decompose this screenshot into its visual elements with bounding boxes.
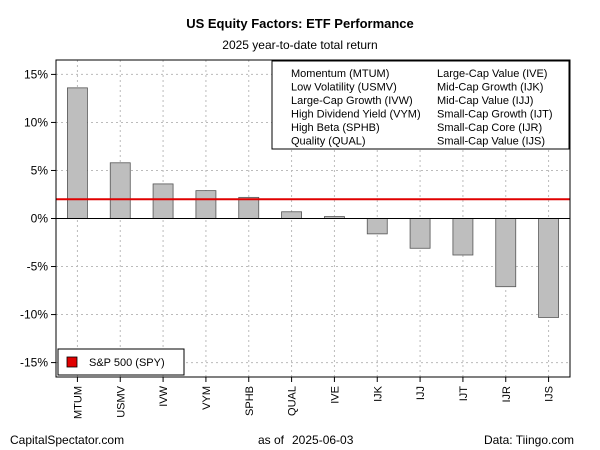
bar-ivw [152,183,174,219]
x-tick-label: IVE [329,386,341,404]
footer-data-credit: Data: Tiingo.com [484,433,574,447]
benchmark-legend: S&P 500 (SPY) [57,348,185,376]
legend-frame [271,60,570,150]
x-tick-label: IVW [158,385,170,406]
x-tick-label: USMV [115,385,127,417]
chart-title: US Equity Factors: ETF Performance [186,16,414,31]
y-tick-label: -10% [20,308,48,322]
bar-ijr [495,218,517,288]
benchmark-legend-label: S&P 500 (SPY) [89,357,165,369]
legend-entry: Large-Cap Growth (IVW) [291,95,413,107]
x-tick-label: IJK [372,385,384,402]
legend-entry: High Dividend Yield (VYM) [291,109,421,121]
y-tick-label: 15% [24,67,48,81]
bar-ijs [538,218,559,318]
x-tick-label: SPHB [244,386,256,416]
legend-entry: Quality (QUAL) [291,136,366,148]
footer-date: 2025-06-03 [292,433,354,447]
legend-entry: Mid-Cap Growth (IJK) [437,82,543,94]
legend-entry: Mid-Cap Value (IJJ) [437,95,533,107]
bar-ijk [366,218,388,235]
legend-entry: Large-Cap Value (IVE) [437,68,547,80]
x-tick-label: VYM [201,386,213,410]
benchmark-legend-frame [57,348,185,376]
x-tick-label: MTUM [72,386,84,419]
legend-entry: Small-Cap Core (IJR) [437,122,542,134]
bar-usmv [109,162,131,219]
y-tick-label: 10% [24,115,48,129]
legend-entry: High Beta (SPHB) [291,122,380,134]
legend-entry: Small-Cap Value (IJS) [437,136,545,148]
bar-ijj [409,218,431,249]
bar-sphb [238,196,260,219]
legend-entry: Small-Cap Growth (IJT) [437,109,553,121]
legend-entry: Momentum (MTUM) [291,68,389,80]
axes: -15% -10% -5% 0% 5% 10% 15% MTUM USMV IVW VYM SPHB Q… [20,67,556,419]
x-tick-label: IJJ [415,386,427,400]
bar-ijt [452,218,474,256]
x-tick-label: IJT [458,386,470,402]
x-tick-label: IJS [544,386,556,402]
y-tick-label: 5% [31,163,49,177]
bar-vym [195,190,217,219]
y-tick-label: -15% [20,356,48,370]
legend-entry: Low Volatility (USMV) [291,82,397,94]
x-tick-label: QUAL [287,386,299,416]
benchmark-legend-swatch [66,356,78,368]
fund-legend: Momentum (MTUM)Low Volatility (USMV)Larg… [271,60,570,150]
y-tick-label: 0% [31,212,49,226]
reference-lines [56,198,570,219]
footer-source: CapitalSpectator.com [10,433,124,447]
bar-qual [281,211,302,219]
x-tick-label: IJR [501,386,513,403]
y-tick-label: -5% [27,260,49,274]
footer-as-of-label: as of [258,433,285,447]
plot-frame [55,59,571,378]
chart-subtitle: 2025 year-to-date total return [222,38,377,52]
